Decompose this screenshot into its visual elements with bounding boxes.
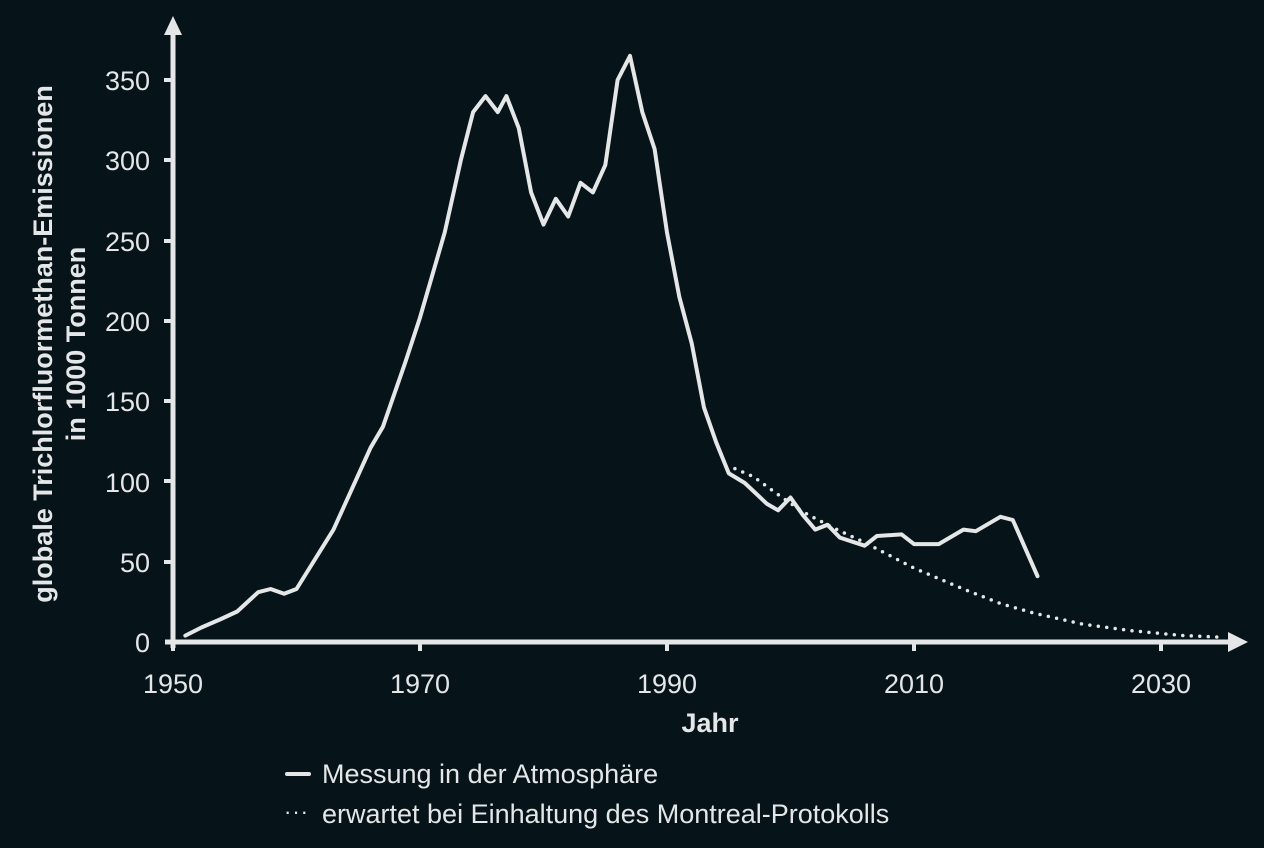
y-tick-label: 300 <box>105 146 150 176</box>
y-tick-label: 100 <box>105 468 150 498</box>
y-tick-label: 0 <box>135 628 150 658</box>
y-tick-label: 200 <box>105 307 150 337</box>
legend-label: Messung in der Atmosphäre <box>322 759 659 789</box>
legend: Messung in der Atmosphäre erwartet bei E… <box>282 754 889 834</box>
x-axis-title: Jahr <box>681 708 739 738</box>
x-tick-label: 2010 <box>884 669 944 699</box>
y-tick-label: 250 <box>105 227 150 257</box>
solid-line-icon <box>282 754 314 794</box>
x-axis-arrow-icon <box>1228 632 1248 652</box>
x-tick-label: 1990 <box>637 669 697 699</box>
series-expected-montreal <box>733 466 1225 639</box>
x-ticks <box>171 642 1163 651</box>
y-tick-label: 150 <box>105 387 150 417</box>
y-ticks <box>164 78 173 564</box>
y-axis-title-line2: in 1000 Tonnen <box>61 247 91 442</box>
legend-label: erwartet bei Einhaltung des Montreal-Pro… <box>322 799 890 829</box>
legend-item-measured: Messung in der Atmosphäre <box>282 754 889 794</box>
x-tick-label: 1950 <box>143 669 203 699</box>
axes <box>164 30 1234 651</box>
x-tick-label: 1970 <box>390 669 450 699</box>
legend-item-expected: erwartet bei Einhaltung des Montreal-Pro… <box>282 792 890 834</box>
y-tick-label: 350 <box>105 66 150 96</box>
y-axis-title-line1: globale Trichlorfluormethan-Emissionen <box>28 85 58 603</box>
dotted-line-icon <box>282 792 314 834</box>
x-tick-labels: 1950 1970 1990 2010 2030 <box>143 669 1191 699</box>
y-tick-labels: 0 50 100 150 200 250 300 350 <box>105 66 150 658</box>
x-tick-label: 2030 <box>1131 669 1191 699</box>
y-axis-arrow-icon <box>164 16 182 35</box>
y-tick-label: 50 <box>120 548 150 578</box>
y-axis-title: globale Trichlorfluormethan-Emissionen i… <box>28 85 91 603</box>
series-measured <box>183 53 1040 638</box>
